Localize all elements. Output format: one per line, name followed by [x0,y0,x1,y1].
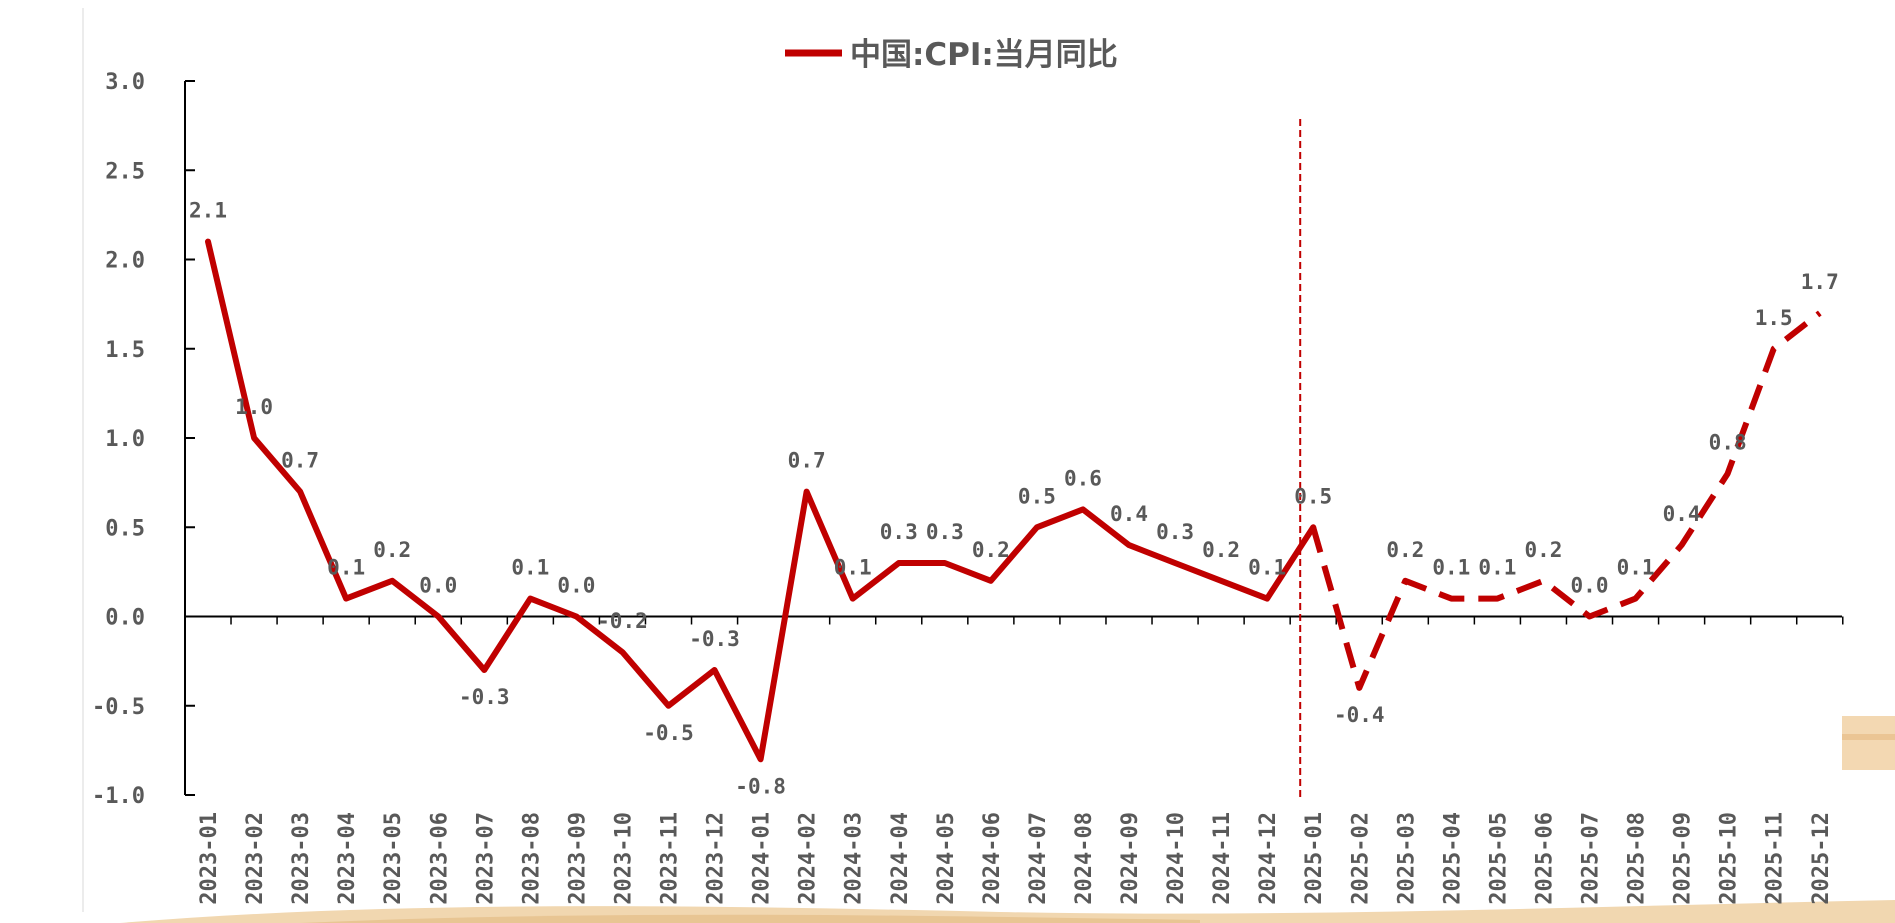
data-label: 0.1 [1432,556,1470,580]
data-labels: 2.11.00.70.10.20.0-0.30.10.0-0.2-0.5-0.3… [189,199,1839,799]
x-tick-label: 2024-06 [980,812,1005,905]
data-label: 0.1 [1248,556,1286,580]
data-label: 1.7 [1801,270,1839,294]
data-label: 0.2 [1202,538,1240,562]
x-tick-label: 2025-02 [1348,812,1373,905]
data-label: 0.5 [1018,484,1056,508]
x-tick-label: 2023-11 [658,812,683,905]
x-tick-label: 2025-05 [1486,812,1511,905]
x-tick-label: 2023-02 [243,812,268,905]
data-label: 0.0 [419,574,457,598]
data-label: 0.2 [1524,538,1562,562]
data-label: 0.7 [281,449,319,473]
data-label: 0.5 [1294,484,1332,508]
y-tick-label: 0.0 [105,606,145,631]
x-tick-label: 2023-06 [427,812,452,905]
data-label: 0.3 [926,520,964,544]
series-actual-line [205,238,1317,763]
data-label: -0.4 [1334,703,1385,727]
x-tick-label: 2023-04 [335,812,360,905]
y-tick-label: 2.0 [105,249,145,274]
data-label: 0.3 [880,520,918,544]
data-label: -0.8 [735,774,786,798]
data-label: 0.4 [1663,502,1701,526]
data-label: 0.7 [788,449,826,473]
y-tick-label: 0.5 [105,516,145,541]
data-label: 0.6 [1064,466,1102,490]
data-label: 0.1 [327,556,365,580]
data-label: 0.2 [972,538,1010,562]
x-tick-label: 2025-08 [1625,812,1650,905]
data-label: 0.8 [1709,431,1747,455]
y-tick-label: -1.0 [92,784,145,809]
x-tick-label: 2024-03 [842,812,867,905]
x-axis [184,615,1844,625]
background-decoration [120,716,1895,923]
data-label: 0.1 [1478,556,1516,580]
series-forecast-line [1310,310,1822,691]
legend: 中国:CPI:当月同比 [785,37,1118,73]
y-tick-label: 1.0 [105,427,145,452]
x-tick-label: 2025-01 [1302,812,1327,905]
x-tick-label: 2024-08 [1072,812,1097,905]
x-tick-label: 2023-10 [611,812,636,905]
data-label: 0.3 [1156,520,1194,544]
data-label: 0.1 [834,556,872,580]
x-tick-label: 2025-07 [1579,812,1604,905]
x-tick-label: 2023-01 [197,812,222,905]
data-label: 1.5 [1755,306,1793,330]
legend-label: 中国:CPI:当月同比 [850,37,1118,73]
data-label: 0.4 [1110,502,1148,526]
x-tick-label: 2025-10 [1717,812,1742,905]
data-label: 0.1 [1617,556,1655,580]
data-label: -0.3 [689,627,740,651]
x-tick-label: 2025-12 [1809,812,1834,905]
x-tick-label: 2025-11 [1763,812,1788,905]
x-tick-label: 2023-05 [381,812,406,905]
y-tick-label: 3.0 [105,70,145,95]
data-label: 0.2 [373,538,411,562]
x-tick-label: 2024-02 [796,812,821,905]
x-tick-label: 2025-09 [1671,812,1696,905]
x-tick-label: 2024-07 [1026,812,1051,905]
x-tick-label: 2025-06 [1532,812,1557,905]
data-label: 0.1 [511,556,549,580]
y-tick-label: -0.5 [92,695,145,720]
data-label: -0.5 [643,721,694,745]
x-tick-label: 2024-04 [888,812,913,905]
data-label: 1.0 [235,395,273,419]
data-label: -0.3 [459,685,510,709]
y-tick-label: 1.5 [105,338,145,363]
data-label: 2.1 [189,199,227,223]
x-tick-label: 2023-12 [704,812,729,905]
x-tick-label: 2023-09 [565,812,590,905]
y-axis: 3.0 2.5 2.0 1.5 1.0 0.5 0.0 -0.5 -1.0 [92,70,195,809]
data-label: -0.2 [597,609,648,633]
x-tick-label: 2025-04 [1440,812,1465,905]
data-label: 0.0 [1571,574,1609,598]
y-tick-label: 2.5 [105,159,145,184]
x-tick-label: 2023-08 [519,812,544,905]
x-tick-label: 2024-11 [1210,812,1235,905]
x-tick-label: 2023-07 [473,812,498,905]
data-label: 0.2 [1386,538,1424,562]
x-tick-labels: 2023-01 2023-02 2023-03 2023-04 2023-05 2023-… [197,812,1834,905]
x-tick-label: 2024-10 [1164,812,1189,905]
x-tick-label: 2023-03 [289,812,314,905]
x-tick-label: 2024-12 [1256,812,1281,905]
data-label: 0.0 [557,574,595,598]
x-tick-label: 2024-09 [1118,812,1143,905]
x-tick-label: 2025-03 [1394,812,1419,905]
x-tick-label: 2024-05 [934,812,959,905]
x-tick-label: 2024-01 [750,812,775,905]
